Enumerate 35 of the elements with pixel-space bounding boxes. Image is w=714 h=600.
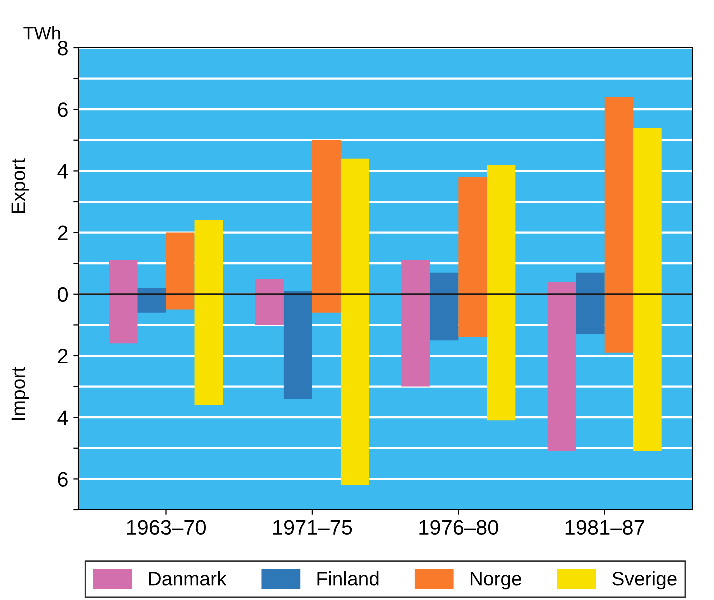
bar (255, 279, 284, 326)
text: Import (12, 367, 30, 420)
y-tick-label: 2 (58, 349, 68, 364)
y-tick-label: 6 (58, 472, 68, 487)
x-tick-label: 1981–87 (566, 520, 644, 536)
x-tick-label: 1971–75 (274, 520, 352, 536)
bar (576, 272, 605, 334)
text: Export (12, 158, 30, 214)
bar (487, 165, 516, 421)
y-tick-label: 4 (58, 164, 68, 179)
bar (166, 232, 195, 310)
legend-label: Norge (470, 572, 522, 590)
y-tick-label: 2 (58, 226, 68, 240)
y-tick-label: 4 (58, 410, 68, 426)
y-tick-label: 6 (58, 102, 68, 118)
y-tick-label: 0 (58, 287, 68, 302)
bar (194, 220, 224, 406)
bar (109, 260, 138, 344)
bar (138, 288, 166, 313)
bar (340, 158, 370, 486)
bar (604, 97, 634, 353)
x-tick-label: 1963–70 (127, 520, 206, 536)
y-tick-label: 8 (58, 41, 68, 56)
bar (312, 140, 341, 313)
bar (458, 177, 488, 338)
legend-label: Danmark (149, 572, 227, 586)
bar (430, 272, 459, 341)
bar (633, 128, 662, 452)
bar (548, 282, 576, 452)
y-axis-title: TWh (24, 26, 60, 40)
bar (402, 260, 430, 387)
bar (284, 291, 312, 400)
legend-label: Finland (318, 572, 379, 586)
x-tick-label: 1976–80 (420, 520, 498, 536)
legend-label: Sverige (612, 572, 677, 590)
